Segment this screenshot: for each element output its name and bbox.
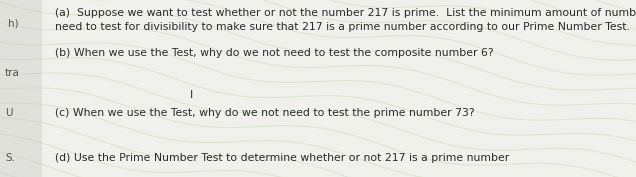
Text: U: U	[5, 108, 13, 118]
Bar	[0, 0, 42, 177]
Text: I: I	[190, 90, 193, 100]
Text: tra: tra	[5, 68, 20, 78]
Text: S.: S.	[5, 153, 15, 163]
Text: (b) When we use the Test, why do we not need to test the composite number 6?: (b) When we use the Test, why do we not …	[55, 48, 494, 58]
Text: (c) When we use the Test, why do we not need to test the prime number 73?: (c) When we use the Test, why do we not …	[55, 108, 474, 118]
Text: (d) Use the Prime Number Test to determine whether or not 217 is a prime number: (d) Use the Prime Number Test to determi…	[55, 153, 509, 163]
Text: need to test for divisibility to make sure that 217 is a prime number according : need to test for divisibility to make su…	[55, 22, 630, 32]
Text: (a)  Suppose we want to test whether or not the number 217 is prime.  List the m: (a) Suppose we want to test whether or n…	[55, 8, 636, 18]
Text: h): h)	[8, 18, 18, 28]
